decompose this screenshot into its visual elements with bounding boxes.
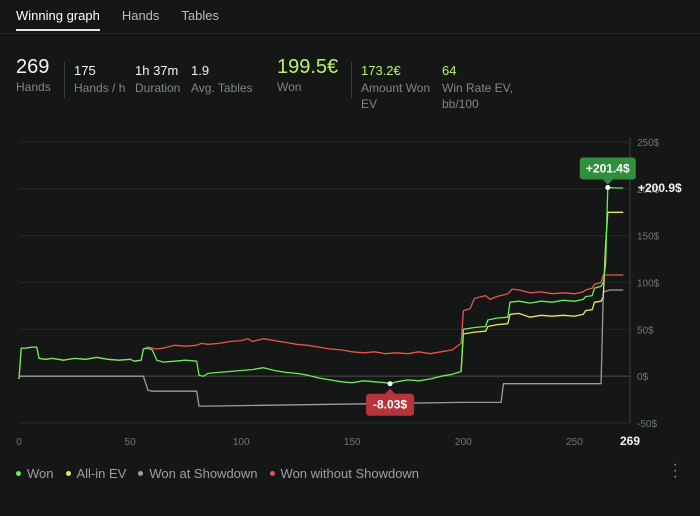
stat-hands: 269 Hands	[16, 56, 51, 95]
stat-win-rate-ev-label: Win Rate EV,	[442, 81, 513, 95]
y-tick-label: 0$	[637, 372, 649, 383]
legend-label-allin-ev: All-in EV	[76, 466, 127, 481]
stat-win-rate-ev-label-2: bb/100	[442, 97, 479, 111]
tab-bar: Winning graph Hands Tables	[16, 8, 241, 31]
stat-hands-value: 269	[16, 56, 50, 78]
y-tick-label: 100$	[637, 279, 660, 290]
legend-dot-showdown	[138, 471, 144, 476]
stat-hands-per-hour: 175 Hands / h	[74, 63, 125, 96]
stat-divider	[351, 62, 352, 98]
tab-divider	[0, 33, 700, 34]
y-tick-label: 50$	[637, 325, 654, 336]
chart-legend: Won All-in EV Won at Showdown Won withou…	[16, 466, 431, 481]
legend-item-no-showdown[interactable]: Won without Showdown	[269, 466, 420, 481]
legend-label-won: Won	[27, 466, 54, 481]
tab-hands[interactable]: Hands	[121, 8, 160, 23]
min-badge-label: -8.03$	[373, 398, 407, 412]
min-badge	[366, 393, 415, 416]
min-point-marker	[387, 381, 393, 387]
max-badge	[579, 157, 636, 180]
stat-won-value: 199.5€	[277, 56, 339, 78]
y-tick-label: 200$	[637, 185, 660, 196]
series-line-won	[18, 186, 624, 385]
legend-dot-won	[16, 471, 21, 476]
winning-graph-chart[interactable]: 250$ 200$ 150$ 100$ 50$ 0$ -50$ 0 50 100 150 200 250…	[0, 130, 700, 460]
tab-winning-graph[interactable]: Winning graph	[16, 8, 100, 31]
max-point-marker	[605, 185, 611, 191]
more-options-icon[interactable]: · · ·	[672, 456, 678, 485]
max-badge-label: +201.4$	[586, 162, 630, 176]
stat-duration-value: 1h 37m	[135, 63, 179, 78]
series-line-no_showdown	[18, 274, 624, 380]
y-tick-label: -50$	[637, 419, 657, 430]
stat-avg-tables-value: 1.9	[191, 63, 210, 78]
stat-hands-per-hour-label: Hands / h	[74, 81, 126, 95]
final-value-label: +200.9$	[638, 181, 682, 195]
stat-win-rate-ev-value: 64	[442, 63, 457, 78]
legend-dot-allin-ev	[65, 471, 71, 476]
stat-hands-label: Hands	[16, 80, 51, 94]
stat-duration: 1h 37m Duration	[135, 63, 180, 96]
stat-win-rate-ev: 64 Win Rate EV, bb/100	[442, 63, 513, 112]
stat-avg-tables-label: Avg. Tables	[191, 81, 253, 95]
legend-item-won[interactable]: Won	[16, 466, 54, 481]
x-tick-label: 250	[566, 437, 583, 448]
series-line-showdown	[19, 289, 624, 407]
x-tick-label: 50	[125, 437, 137, 448]
stat-amount-won-ev-label-2: EV	[361, 97, 378, 111]
x-tick-label: 0	[16, 437, 22, 448]
x-end-label: 269	[620, 434, 640, 448]
legend-dot-no-showdown	[269, 471, 275, 476]
legend-item-showdown[interactable]: Won at Showdown	[138, 466, 258, 481]
x-tick-label: 100	[233, 437, 250, 448]
legend-item-allin-ev[interactable]: All-in EV	[65, 466, 127, 481]
stat-amount-won-ev: 173.2€ Amount Won EV	[361, 63, 430, 112]
legend-label-showdown: Won at Showdown	[149, 466, 258, 481]
max-badge-pointer	[602, 179, 613, 185]
series-line-allin_ev	[460, 211, 624, 372]
y-tick-label: 250$	[637, 138, 660, 149]
tab-tables[interactable]: Tables	[181, 8, 219, 23]
x-tick-label: 150	[344, 437, 361, 448]
stat-hands-per-hour-value: 175	[74, 63, 96, 78]
stat-amount-won-ev-label: Amount Won	[361, 81, 431, 95]
x-tick-label: 200	[455, 437, 472, 448]
legend-label-no-showdown: Won without Showdown	[280, 466, 420, 481]
y-tick-label: 150$	[637, 232, 660, 243]
stat-duration-label: Duration	[135, 81, 181, 95]
stat-divider	[64, 62, 65, 98]
stat-amount-won-ev-value: 173.2€	[361, 63, 401, 78]
stat-avg-tables: 1.9 Avg. Tables	[191, 63, 253, 96]
stat-won-label: Won	[277, 80, 302, 94]
min-badge-pointer	[385, 388, 396, 394]
stat-won: 199.5€ Won	[277, 56, 338, 95]
